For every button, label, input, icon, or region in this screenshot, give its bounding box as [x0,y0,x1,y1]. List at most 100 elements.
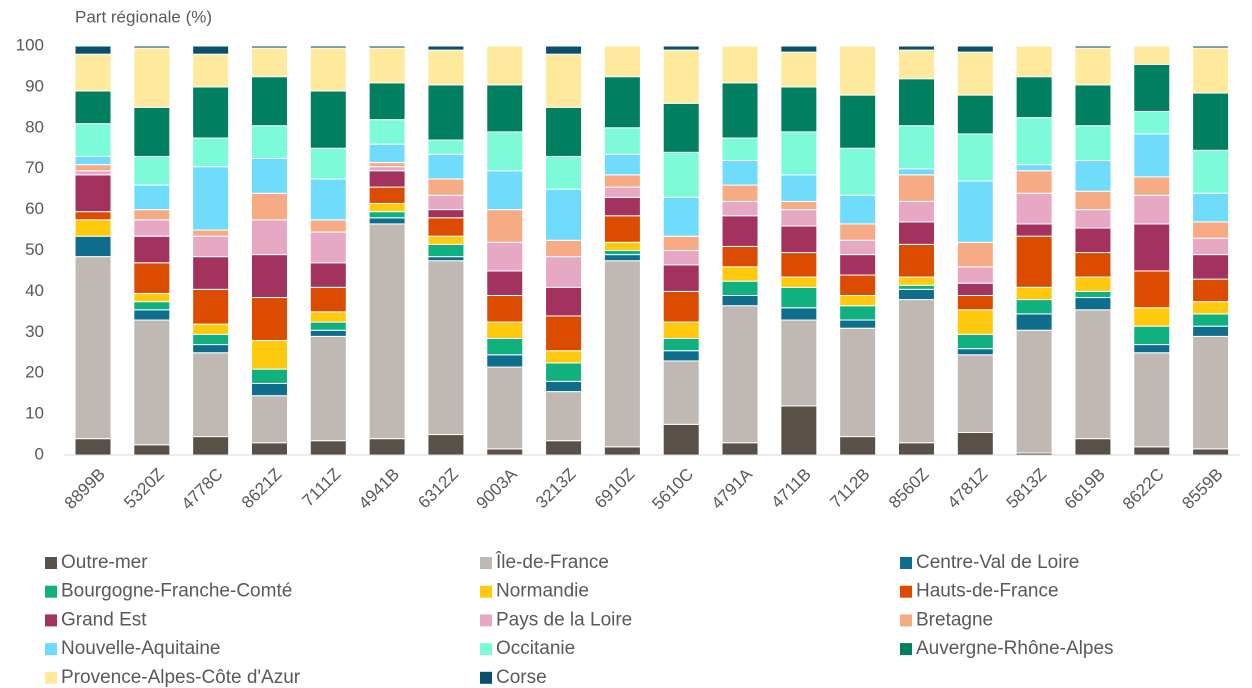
bar-segment [956,241,994,268]
legend-label: Hauts-de-France [916,581,1059,602]
bar-segment [956,348,994,356]
bar-segment [956,432,994,456]
bar-segment [897,49,935,80]
bar-segment [192,229,230,237]
bar-segment [309,321,347,331]
x-tick-label: 5610C [648,465,697,514]
bar-segment [1192,448,1230,456]
bar-segment [545,188,583,241]
legend-label: Corse [496,667,547,688]
bar-segment [1133,63,1171,112]
legend-label: Bourgogne-Franche-Comté [61,581,292,602]
legend-swatch [45,671,57,684]
bar-segment [721,245,759,268]
bar-segment [368,47,406,84]
bar-segment [603,215,641,243]
bar-segment [133,219,171,237]
bar-segment [368,166,406,172]
legend-label: Grand Est [61,609,147,630]
bar-segment [1192,47,1230,94]
bar-segment [1015,299,1053,315]
bar-segment [1133,223,1171,272]
x-tick-label: 5813Z [1003,465,1051,513]
bar-segment [133,235,171,264]
bar-segment [780,51,818,88]
bar-segment [192,288,230,325]
y-tick-label: 40 [25,281,44,300]
bar-segment [309,231,347,264]
legend-label: Occitanie [496,638,575,659]
bar-segment [133,262,171,294]
bar-segment [133,444,171,456]
bar-segment [133,106,171,157]
bar-segment [603,446,641,456]
bar-segment [1192,45,1230,49]
legend-label: Pays de la Loire [496,609,632,630]
bar-segment [839,223,877,241]
bar-segment [368,438,406,456]
bar-segment [1015,329,1053,454]
bar-segment [192,333,230,346]
x-tick-label: 6312Z [414,465,462,513]
bar-segment [897,299,935,444]
bar-segment [545,315,583,352]
bar-segment [1192,278,1230,303]
bar-segment [956,51,994,96]
bar-segment [839,94,877,149]
bar-segment [545,391,583,442]
bar-segment [545,380,583,393]
bar-segment [368,211,406,219]
bar-segment [250,297,288,341]
bar-segment [1192,221,1230,239]
bar-segment [1074,45,1112,49]
bar-segment [956,354,994,434]
bar-segment [368,45,406,49]
bar-segment [897,284,935,290]
x-tick-label: 7111Z [299,465,345,511]
bar-segment [662,250,700,266]
y-tick-label: 20 [25,363,44,382]
bar-segment [780,405,818,456]
bar-segment [545,106,583,157]
bar-segment [486,354,524,368]
bar-segment [721,200,759,217]
bar-segment [74,90,112,125]
bar-segment [1015,235,1053,288]
bar-segment [662,196,700,237]
bar-segment [1074,227,1112,254]
bar-segment [74,211,112,221]
bar-segment [897,125,935,170]
bar-segment [74,53,112,92]
legend-label: Provence-Alpes-Côte d'Azur [61,667,301,688]
y-tick-label: 60 [25,199,44,218]
bar-segment [1192,325,1230,337]
bar-segment [839,274,877,296]
bar-segment [956,45,994,53]
bar-segment [192,45,230,55]
bar-segment [486,366,524,450]
bar-segment [368,170,406,188]
bar-segment [721,160,759,186]
bar-segment [721,266,759,282]
bar-segment [721,184,759,202]
x-tick-label: 8899B [61,465,109,513]
y-tick-label: 0 [35,444,44,463]
bar-segment [956,282,994,296]
bar-segment [603,153,641,176]
bar-segment [897,442,935,456]
bar-segment [662,290,700,323]
legend-swatch [45,643,57,656]
bar-segment [309,311,347,323]
bar-segment [368,202,406,213]
bar-segment [486,294,524,323]
x-tick-label: 8560Z [885,465,933,513]
bar-segment [721,280,759,296]
bar-segment [1133,325,1171,346]
bar-segment [956,133,994,182]
bar-segment [74,45,112,55]
bar-segment [250,125,288,159]
bar-segment [662,45,700,51]
bar-segment [839,194,877,225]
bar-segment [368,217,406,225]
legend-label: Auvergne-Rhône-Alpes [916,638,1114,659]
